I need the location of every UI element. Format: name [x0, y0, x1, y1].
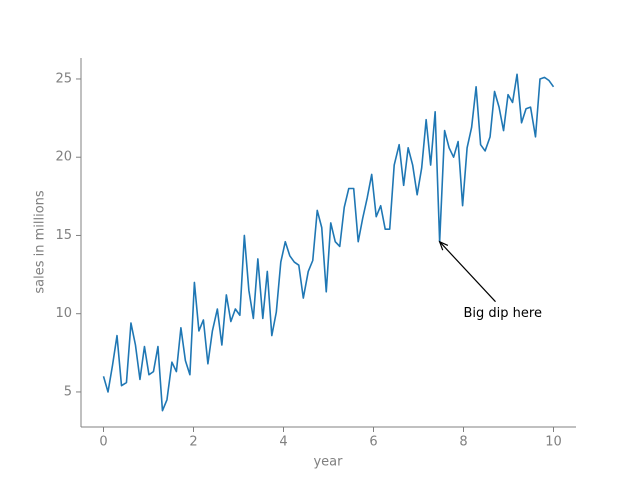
x-tick-label: 0	[99, 435, 107, 450]
annotation-arrowhead	[438, 240, 449, 251]
data-line	[102, 73, 555, 412]
x-tick-label: 8	[459, 435, 467, 450]
x-tick-label: 6	[369, 435, 377, 450]
y-tick-label: 25	[55, 71, 72, 86]
y-axis-label: sales in millions	[33, 190, 48, 294]
x-tick-label: 4	[279, 435, 287, 450]
annotation-arrow	[439, 241, 496, 303]
annotation-text: Big dip here	[464, 306, 542, 321]
y-tick-label: 15	[55, 228, 72, 243]
x-tick-label: 10	[545, 435, 562, 450]
y-tick-label: 20	[55, 150, 72, 165]
x-tick-label: 2	[189, 435, 197, 450]
y-tick-label: 10	[55, 306, 72, 321]
x-axis-label: year	[313, 455, 343, 470]
y-tick-label: 5	[64, 384, 72, 399]
